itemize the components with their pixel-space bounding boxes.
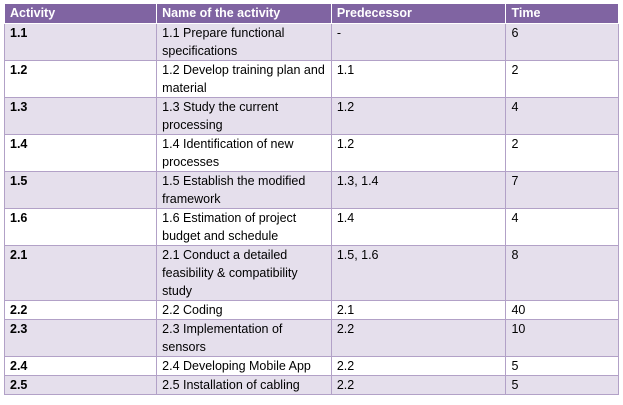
header-row: Activity Name of the activity Predecesso… (3, 3, 619, 24)
cell-time: 10 (505, 319, 619, 357)
cell-activity: 2.3 (3, 319, 158, 357)
cell-activity: 1.2 (3, 60, 158, 98)
cell-activity: 1.4 (3, 134, 158, 172)
cell-predecessor: 1.4 (330, 208, 507, 246)
header-activity: Activity (3, 3, 158, 24)
cell-activity-name: 2.5 Installation of cabling (156, 375, 332, 395)
activity-table: Activity Name of the activity Predecesso… (3, 3, 619, 395)
cell-predecessor: 2.1 (330, 300, 507, 320)
cell-predecessor: 2.2 (330, 319, 507, 357)
table-row: 2.1 2.1 Conduct a detailed feasibility & … (3, 245, 619, 301)
cell-time: 6 (505, 23, 619, 61)
table-row: 1.3 1.3 Study the current processing 1.2 4 (3, 97, 619, 135)
cell-predecessor: 2.2 (330, 375, 507, 395)
cell-time: 40 (505, 300, 619, 320)
cell-activity-name: 2.4 Developing Mobile App (156, 356, 332, 376)
header-predecessor: Predecessor (330, 3, 507, 24)
cell-activity: 2.4 (3, 356, 158, 376)
cell-predecessor: 1.2 (330, 134, 507, 172)
cell-activity: 1.5 (3, 171, 158, 209)
cell-activity: 2.5 (3, 375, 158, 395)
cell-predecessor: 1.1 (330, 60, 507, 98)
cell-activity-name: 1.3 Study the current processing (156, 97, 332, 135)
table-row: 1.5 1.5 Establish the modified framework 1… (3, 171, 619, 209)
cell-activity: 1.3 (3, 97, 158, 135)
table-body: 1.1 1.1 Prepare functional specifications… (3, 23, 619, 395)
cell-activity-name: 2.1 Conduct a detailed feasibility & com… (156, 245, 332, 301)
cell-activity: 2.2 (3, 300, 158, 320)
cell-activity-name: 2.2 Coding (156, 300, 332, 320)
cell-time: 2 (505, 60, 619, 98)
cell-predecessor: - (330, 23, 507, 61)
table-row: 2.5 2.5 Installation of cabling 2.2 5 (3, 375, 619, 395)
cell-activity-name: 1.5 Establish the modified framework (156, 171, 332, 209)
cell-time: 4 (505, 97, 619, 135)
table-row: 2.4 2.4 Developing Mobile App 2.2 5 (3, 356, 619, 376)
table-row: 2.3 2.3 Implementation of sensors 2.2 10 (3, 319, 619, 357)
cell-predecessor: 1.3, 1.4 (330, 171, 507, 209)
table-row: 1.4 1.4 Identification of new processes 1.… (3, 134, 619, 172)
cell-activity-name: 1.6 Estimation of project budget and sch… (156, 208, 332, 246)
table-row: 1.2 1.2 Develop training plan and materia… (3, 60, 619, 98)
cell-predecessor: 1.5, 1.6 (330, 245, 507, 301)
cell-time: 2 (505, 134, 619, 172)
cell-activity: 1.6 (3, 208, 158, 246)
cell-activity: 1.1 (3, 23, 158, 61)
cell-activity: 2.1 (3, 245, 158, 301)
header-time: Time (505, 3, 619, 24)
table-row: 2.2 2.2 Coding 2.1 40 (3, 300, 619, 320)
cell-activity-name: 1.1 Prepare functional specifications (156, 23, 332, 61)
cell-activity-name: 1.2 Develop training plan and material (156, 60, 332, 98)
cell-activity-name: 2.3 Implementation of sensors (156, 319, 332, 357)
cell-activity-name: 1.4 Identification of new processes (156, 134, 332, 172)
cell-time: 5 (505, 356, 619, 376)
table-row: 1.1 1.1 Prepare functional specifications… (3, 23, 619, 61)
cell-time: 5 (505, 375, 619, 395)
cell-predecessor: 1.2 (330, 97, 507, 135)
cell-time: 8 (505, 245, 619, 301)
cell-time: 4 (505, 208, 619, 246)
table-row: 1.6 1.6 Estimation of project budget and … (3, 208, 619, 246)
table-header: Activity Name of the activity Predecesso… (3, 3, 619, 24)
cell-predecessor: 2.2 (330, 356, 507, 376)
header-name: Name of the activity (156, 3, 332, 24)
cell-time: 7 (505, 171, 619, 209)
